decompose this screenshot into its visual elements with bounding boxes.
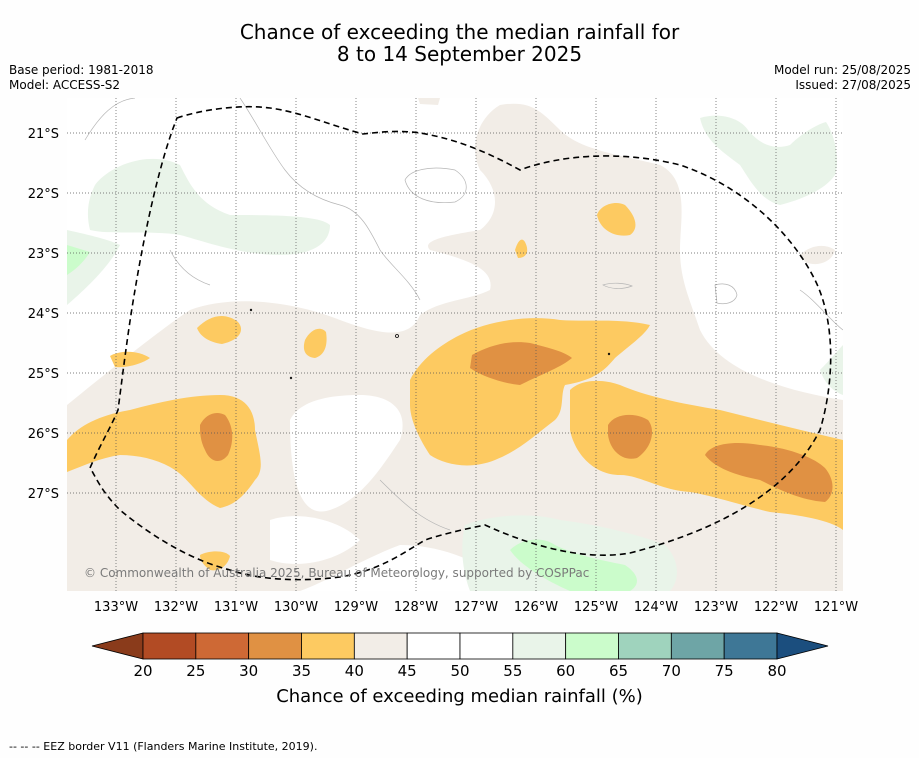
lon-label: 130°W	[274, 600, 318, 615]
colorbar-cell	[459, 632, 514, 660]
lat-label: 22°S	[28, 187, 59, 202]
region-30-35-sw	[200, 413, 233, 462]
region-55-60-ne	[700, 115, 837, 205]
model-run: Model run: 25/08/2025	[773, 63, 911, 77]
colorbar-cell	[512, 632, 567, 660]
region-35-40-blob-4	[597, 203, 636, 236]
region-55-60-west	[67, 230, 120, 305]
colorbar-tick-labels: 20 25 30 35 40 45 50 55 60 65 70 75 80	[133, 662, 786, 680]
lon-label: 124°W	[634, 600, 678, 615]
model-name: Model: ACCESS-S2	[9, 78, 121, 92]
colorbar-cell	[353, 632, 408, 660]
lat-label: 24°S	[28, 307, 59, 322]
colorbar-tick-label: 30	[239, 662, 258, 680]
colorbar-title: Chance of exceeding median rainfall (%)	[276, 686, 643, 707]
region-30-35-central	[470, 342, 572, 385]
lon-label: 125°W	[574, 600, 618, 615]
lat-label: 27°S	[28, 487, 59, 502]
region-35-40-blob-5	[515, 239, 528, 258]
eez-border	[89, 105, 832, 581]
lat-label: 21°S	[28, 127, 59, 142]
colorbar-tick-label: 80	[767, 662, 786, 680]
lat-label: 23°S	[28, 247, 59, 262]
lat-label: 25°S	[28, 367, 59, 382]
lon-label: 132°W	[154, 600, 198, 615]
colorbar: 20 25 30 35 40 45 50 55 60 65 70 75 80	[91, 632, 829, 680]
colorbar-tick-label: 25	[186, 662, 205, 680]
colorbar-cell	[406, 632, 461, 660]
lon-label: 133°W	[94, 600, 138, 615]
colorbar-tick-label: 45	[398, 662, 417, 680]
colorbar-cell	[565, 632, 619, 660]
lat-label: 26°S	[28, 427, 59, 442]
region-35-40-blob-1	[197, 316, 242, 344]
map-title-line2: 8 to 14 September 2025	[336, 42, 583, 66]
lon-label: 128°W	[394, 600, 438, 615]
latitude-labels: 21°S 22°S 23°S 24°S 25°S 26°S 27°S	[28, 127, 59, 502]
islands	[249, 308, 611, 380]
colorbar-cell	[670, 632, 725, 660]
colorbar-tick-label: 40	[345, 662, 364, 680]
region-35-40-central	[410, 318, 650, 466]
contour-lines	[84, 98, 843, 531]
rainfall-map: © Commonwealth of Australia 2025, Bureau…	[28, 98, 858, 680]
colorbar-tick-label: 20	[133, 662, 152, 680]
region-40-45-nw	[418, 98, 440, 105]
copyright-notice: © Commonwealth of Australia 2025, Bureau…	[84, 566, 589, 580]
base-period: Base period: 1981-2018	[9, 63, 154, 77]
region-55-60-nw	[87, 158, 331, 255]
lon-label: 131°W	[214, 600, 258, 615]
colorbar-low-extension	[91, 632, 144, 660]
colorbar-tick-label: 60	[556, 662, 575, 680]
region-45-55-hole-west	[290, 395, 403, 512]
issued-date: Issued: 27/08/2025	[795, 78, 911, 92]
dotted-gridlines	[67, 98, 843, 591]
eez-footnote: -- -- -- EEZ border V11 (Flanders Marine…	[9, 740, 318, 753]
region-55-60-east-edge	[820, 345, 843, 395]
colorbar-tick-label: 55	[503, 662, 522, 680]
rainfall-probability-fills	[67, 98, 843, 591]
colorbar-cell	[723, 632, 778, 660]
region-30-35-se1	[608, 414, 653, 459]
lon-label: 123°W	[694, 600, 738, 615]
colorbar-cell	[195, 632, 250, 660]
metadata-left: Base period: 1981-2018 Model: ACCESS-S2	[9, 63, 154, 93]
colorbar-tick-label: 75	[715, 662, 734, 680]
region-60-65-south	[510, 539, 637, 591]
map-title-line1: Chance of exceeding the median rainfall …	[239, 20, 680, 44]
lon-label: 129°W	[334, 600, 378, 615]
lon-label: 122°W	[754, 600, 798, 615]
colorbar-cell	[248, 632, 302, 660]
colorbar-cell	[618, 632, 672, 660]
colorbar-high-extension	[776, 632, 829, 660]
longitude-labels: 133°W 132°W 131°W 130°W 129°W 128°W 127°…	[94, 600, 858, 615]
metadata-right: Model run: 25/08/2025 Issued: 27/08/2025	[774, 63, 911, 93]
region-40-45-east	[800, 245, 835, 265]
colorbar-tick-label: 35	[292, 662, 311, 680]
colorbar-tick-label: 70	[662, 662, 681, 680]
colorbar-tick-label: 50	[450, 662, 469, 680]
colorbar-cells	[142, 632, 778, 660]
colorbar-tick-label: 65	[609, 662, 628, 680]
region-30-35-se2	[705, 443, 833, 502]
region-35-40-blob-6	[200, 551, 230, 571]
lon-label: 126°W	[514, 600, 558, 615]
colorbar-cell	[301, 632, 355, 660]
region-35-40-blob-3	[110, 351, 150, 368]
lon-label: 127°W	[454, 600, 498, 615]
colorbar-cell	[142, 632, 197, 660]
region-45-55-hole-south	[270, 516, 360, 564]
region-35-40-blob-2	[303, 328, 327, 358]
lon-label: 121°W	[814, 600, 858, 615]
region-60-65-west	[67, 245, 90, 275]
